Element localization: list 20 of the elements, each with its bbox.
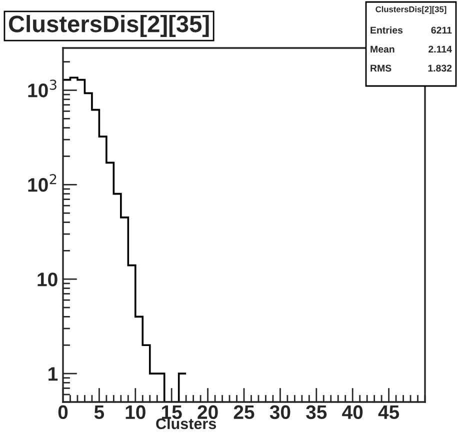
text: Mean 2.114	[370, 46, 452, 53]
text: Entries 6211	[370, 26, 452, 34]
y-tick-label: 10	[38, 272, 58, 286]
x-axis-title: Clusters	[156, 418, 216, 430]
chart-title: ClustersDis[2][35]	[8, 14, 209, 38]
y-tick-label: 10$^{3}$	[28, 80, 56, 98]
text: ClustersDis[2][35]	[376, 6, 446, 14]
x-tick-label: 35	[306, 405, 327, 420]
x-tick-label: 10	[126, 405, 146, 420]
x-tick-label: 30	[270, 405, 290, 420]
x-tick-label: 40	[342, 405, 363, 420]
x-tick-label: 45	[378, 405, 400, 420]
x-tick-label: 15	[162, 405, 182, 420]
x-tick-label: 5	[94, 405, 104, 420]
y-tick-label: 1	[48, 367, 58, 381]
text: RMS 1.832	[370, 64, 452, 72]
x-tick-label: 0	[58, 405, 68, 420]
y-tick-label: 10$^{2}$	[28, 174, 56, 192]
x-tick-label: 25	[234, 405, 254, 420]
x-tick-label: 20	[198, 405, 218, 420]
